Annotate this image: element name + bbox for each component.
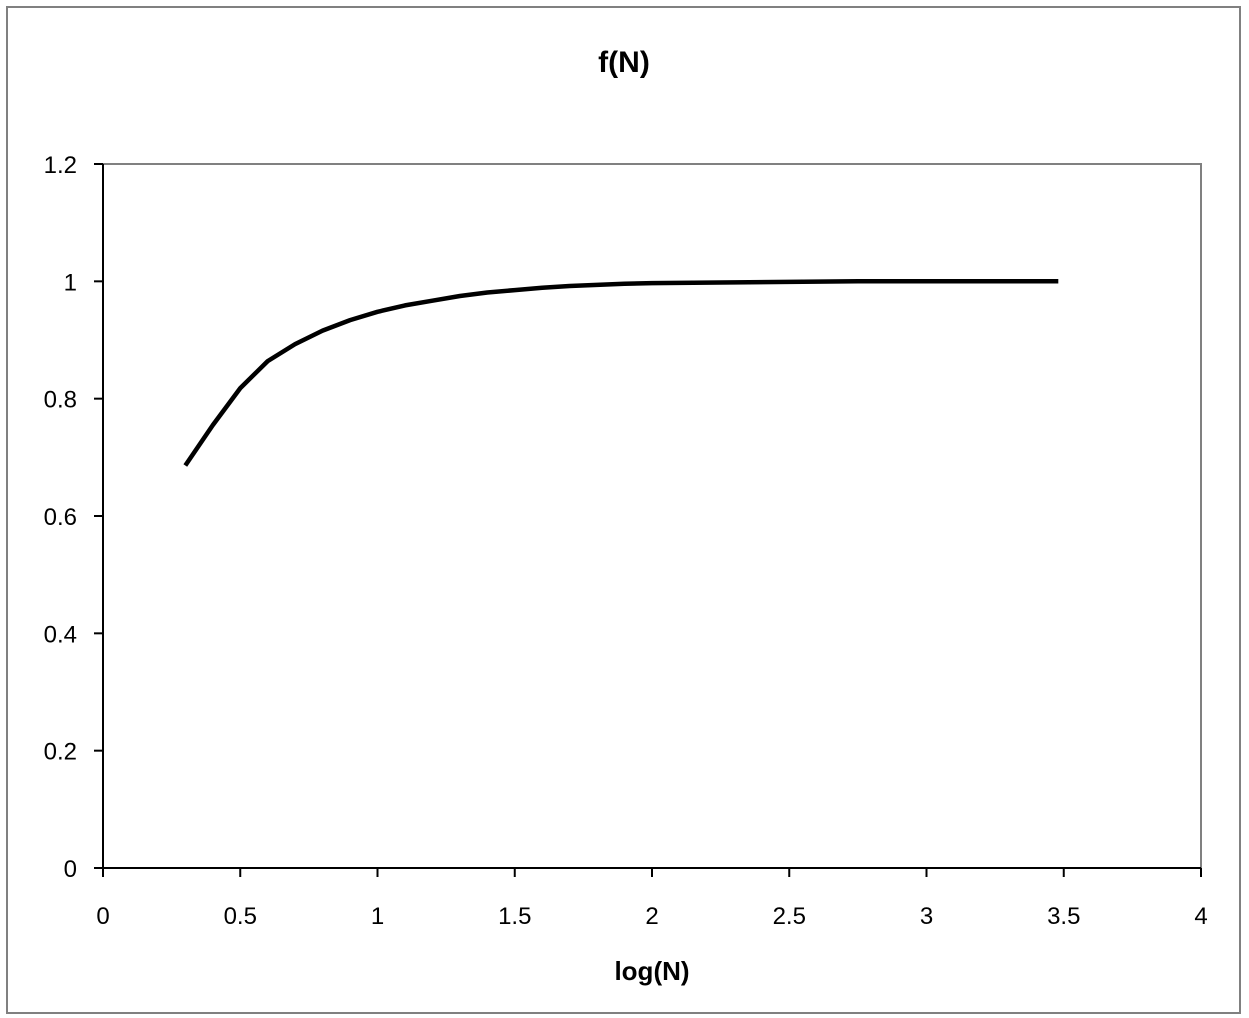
series-line-0 (183, 279, 1059, 467)
y-tick-label: 0.8 (44, 387, 77, 414)
y-tick-label: 0 (64, 856, 77, 883)
plot-area-frame (102, 163, 1202, 869)
tick-labels: 0 0.5 1 1.5 2 2.5 3 3.5 4 0 0.2 0.4 0.6 0.8 1 1.2 (44, 152, 1208, 930)
x-tick-label: 4 (1194, 903, 1207, 930)
chart-title: f(N) (598, 46, 650, 79)
x-axis-title: log(N) (614, 956, 689, 986)
x-tick-label: 2.5 (773, 903, 806, 930)
y-tick-label: 1.2 (44, 152, 77, 179)
x-tick-label: 3.5 (1047, 903, 1080, 930)
x-tick-label: 0.5 (224, 903, 257, 930)
x-tick-label: 0 (96, 903, 109, 930)
chart-area (6, 6, 1241, 1014)
x-tick-label: 3 (920, 903, 933, 930)
y-tick-label: 0.6 (44, 504, 77, 531)
series-layer (183, 279, 1059, 467)
x-tick-label: 2 (645, 903, 658, 930)
axes (94, 163, 1202, 877)
x-tick-label: 1.5 (498, 903, 531, 930)
x-tick-label: 1 (371, 903, 384, 930)
y-tick-label: 1 (64, 269, 77, 296)
y-tick-label: 0.2 (44, 739, 77, 766)
y-tick-label: 0.4 (44, 621, 77, 648)
